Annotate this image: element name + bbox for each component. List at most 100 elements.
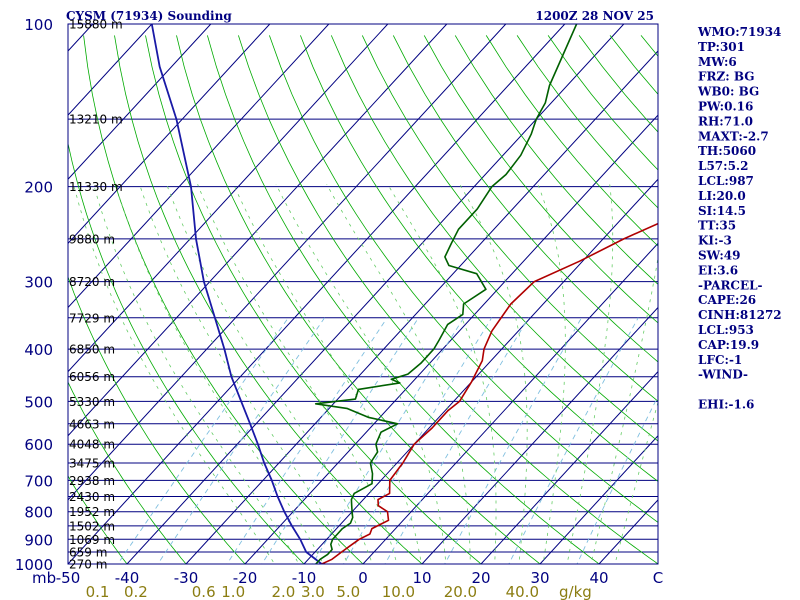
isotherm--100 (68, 24, 271, 245)
mixing-ratio-tick-label: 20.0 (444, 583, 477, 600)
height-label: 1069 m (69, 533, 115, 547)
chart-title: CYSM (71934) Sounding (66, 9, 232, 23)
mixing-ratio-tick-label: 0.1 (86, 583, 110, 600)
temperature-tick-label: 0 (358, 569, 368, 587)
dry-adiabat (207, 35, 600, 564)
mixing-ratio-line (261, 317, 419, 564)
dry-adiabat (765, 35, 800, 575)
height-label: 9880 m (69, 232, 115, 246)
temperature-tick-label: -40 (115, 569, 140, 587)
dry-adiabat (68, 381, 187, 564)
moist-adiabat (459, 184, 528, 564)
dry-adiabat (176, 35, 541, 564)
mixing-ratio-line (311, 317, 465, 564)
moist-adiabat (93, 184, 300, 564)
moist-adiabat (275, 184, 447, 564)
isotherm--60 (68, 24, 507, 501)
height-label: 6056 m (69, 370, 115, 384)
temperature-axis: -50 -40 -30 -20 -10 0 10 20 30 40 C (56, 569, 663, 587)
isotherm-10 (421, 306, 658, 564)
mixing-ratio-line (508, 317, 639, 564)
dry-adiabat (516, 35, 658, 209)
isotherm-0 (362, 242, 658, 564)
isotherm--70 (68, 24, 448, 437)
pressure-tick-label: 900 (24, 531, 53, 549)
dry-adiabat (300, 35, 658, 482)
mixing-ratio-tick-label: 2.0 (271, 583, 295, 600)
chart-profiles (150, 24, 658, 564)
moist-adiabat (537, 184, 566, 564)
pressure-tick-label: 800 (24, 504, 53, 522)
temperature-tick-label: -20 (233, 569, 258, 587)
height-label: 5330 m (69, 395, 115, 409)
height-label: 4663 m (69, 417, 115, 431)
height-label: 1952 m (69, 505, 115, 519)
dry-adiabat (578, 35, 658, 133)
isotherm-30 (539, 435, 658, 564)
temperature-tick-label: -30 (174, 569, 199, 587)
index-line: SW:49 (698, 249, 740, 263)
dry-adiabat (361, 35, 658, 402)
temperature-tick-label: 40 (589, 569, 608, 587)
dry-adiabat (145, 35, 482, 564)
dry-adiabat (83, 35, 364, 564)
pressure-tick-label: 1000 (15, 556, 53, 574)
height-label: 2430 m (69, 490, 115, 504)
index-line: CAPE:26 (698, 293, 756, 307)
dewpoint-profile (314, 24, 578, 564)
parcel-trace (150, 24, 324, 564)
temperature-tick-label: 20 (471, 569, 490, 587)
isotherm--110 (68, 24, 212, 180)
index-line: -PARCEL- (698, 278, 763, 292)
mixing-ratio-line (576, 395, 658, 564)
isotherm-20 (480, 370, 658, 564)
valid-time: 1200Z 28 NOV 25 (535, 9, 654, 23)
pressure-tick-label: 400 (24, 341, 53, 359)
temperature-tick-label: 10 (412, 569, 431, 587)
dry-adiabat (392, 35, 658, 363)
index-line: L57:5.2 (698, 159, 748, 173)
moist-adiabat (197, 184, 398, 564)
isotherm--80 (68, 24, 389, 373)
mixing-ratio-tick-label: 3.0 (301, 583, 325, 600)
index-line: FRZ: BG (698, 70, 754, 84)
pressure-tick-label: 700 (24, 472, 53, 490)
height-label: 11330 m (69, 180, 123, 194)
moist-adiabat (73, 184, 276, 564)
pressure-tick-label: 300 (24, 274, 53, 292)
index-line: WB0: BG (697, 85, 759, 99)
isotherm--30 (185, 50, 658, 564)
mixing-ratio-tick-label: g/kg (559, 583, 592, 600)
dry-adiabat (330, 35, 658, 442)
height-label: 2938 m (69, 474, 115, 488)
index-line: TH:5060 (698, 144, 756, 158)
index-line: RH:71.0 (698, 114, 753, 128)
moist-adiabat (387, 183, 497, 564)
height-label: 1502 m (69, 519, 115, 533)
mixing-ratio-line (226, 317, 388, 564)
dry-adiabat (454, 35, 658, 285)
mixing-ratio-tick-label: 0.2 (124, 583, 148, 600)
height-label: 659 m (69, 546, 107, 560)
mixing-ratio-line (343, 317, 493, 564)
index-line: LCL:953 (698, 323, 754, 337)
height-label: 4048 m (69, 438, 115, 452)
isotherm--20 (244, 114, 658, 564)
isotherm--10 (303, 178, 658, 564)
moist-adiabat (166, 184, 373, 564)
dry-adiabat (423, 35, 658, 324)
mixing-ratio-line (384, 317, 529, 564)
dry-adiabat (68, 275, 246, 564)
height-label: 8720 m (69, 275, 115, 289)
temperature-tick-label: -50 (56, 569, 81, 587)
height-label: 15880 m (69, 18, 123, 32)
moist-adiabat (326, 184, 471, 564)
mixing-ratio-line (157, 317, 325, 564)
mixing-ratio-tick-label: 0.6 (192, 583, 216, 600)
index-line: LFC:-1 (698, 353, 742, 367)
index-line: WMO:71934 (697, 25, 781, 39)
isotherm--40 (126, 24, 625, 564)
mixing-ratio-tick-label: 10.0 (382, 583, 415, 600)
mixing-ratio-line (444, 317, 582, 564)
